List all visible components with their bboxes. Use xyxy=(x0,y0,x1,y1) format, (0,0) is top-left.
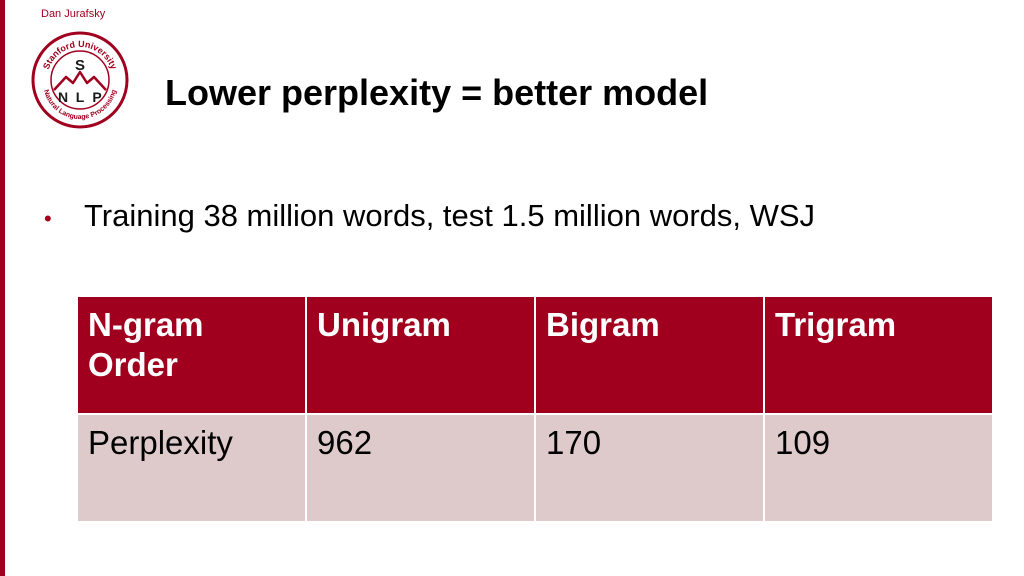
table-header-cell: Trigram xyxy=(763,295,994,415)
stanford-nlp-logo: Stanford University Natural Language Pro… xyxy=(30,30,130,130)
bullet-item: • Training 38 million words, test 1.5 mi… xyxy=(44,198,815,234)
table-header-cell: Unigram xyxy=(305,295,536,415)
table-header-cell: Bigram xyxy=(534,295,765,415)
bullet-text: Training 38 million words, test 1.5 mill… xyxy=(84,198,816,233)
svg-text:S: S xyxy=(75,57,85,74)
table-cell: 109 xyxy=(763,413,994,523)
table-header-cell: N-gram Order xyxy=(76,295,307,415)
bullet-dot-icon: • xyxy=(44,206,52,231)
table-header-row: N-gram Order Unigram Bigram Trigram xyxy=(76,295,994,415)
svg-text:N: N xyxy=(58,89,68,105)
perplexity-table: N-gram Order Unigram Bigram Trigram Perp… xyxy=(76,295,994,523)
svg-text:L: L xyxy=(76,89,85,105)
left-accent-bar xyxy=(0,0,5,576)
slide-title: Lower perplexity = better model xyxy=(165,72,709,113)
table-row: Perplexity 962 170 109 xyxy=(76,413,994,523)
table-cell: 962 xyxy=(305,413,536,523)
author-name: Dan Jurafsky xyxy=(41,8,106,20)
svg-text:P: P xyxy=(92,89,101,105)
table-cell: 170 xyxy=(534,413,765,523)
table-cell: Perplexity xyxy=(76,413,307,523)
